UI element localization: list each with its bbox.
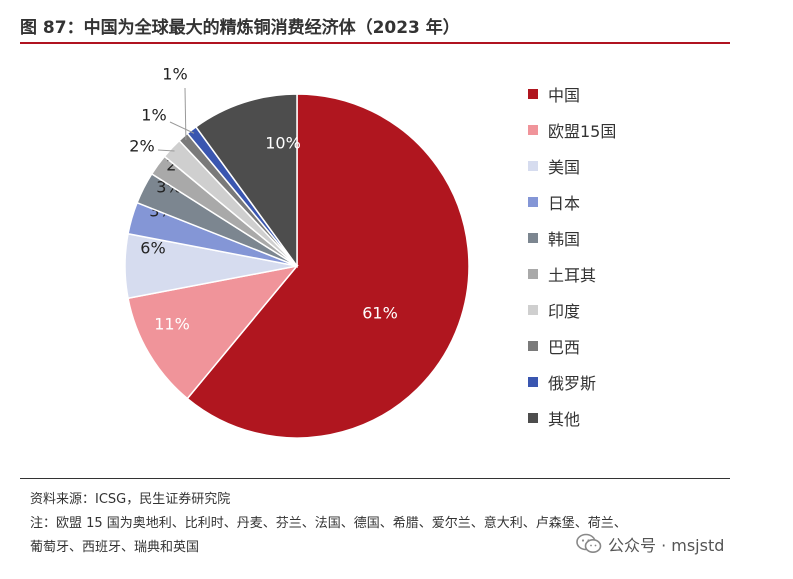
legend-label: 韩国 <box>548 230 581 249</box>
legend-label: 中国 <box>548 86 581 105</box>
pie-slice-欧盟15国 <box>127 264 299 400</box>
pie-slice-中国 <box>186 93 470 439</box>
legend-swatch <box>528 341 538 351</box>
legend-swatch <box>528 377 538 387</box>
data-label-其他: 10% <box>265 134 301 153</box>
legend-label: 印度 <box>548 302 581 321</box>
data-label-俄罗斯: 1% <box>141 106 166 125</box>
data-label-巴西: 1% <box>162 65 187 84</box>
legend-item-其他: 其他 <box>528 407 580 429</box>
legend-label: 其他 <box>548 410 581 429</box>
legend-label: 欧盟15国 <box>548 122 617 141</box>
note-line-2: 葡萄牙、西班牙、瑞典和英国 <box>30 540 200 555</box>
legend-swatch <box>528 233 538 243</box>
data-label-印度: 2% <box>129 137 154 156</box>
chart-title: 图 87：中国为全球最大的精炼铜消费经济体（2023 年） <box>20 18 460 38</box>
legend-item-韩国: 韩国 <box>528 227 580 249</box>
data-label-中国: 61% <box>362 304 398 323</box>
leader-line-巴西 <box>184 87 187 140</box>
legend-swatch <box>528 269 538 279</box>
legend-swatch <box>528 413 538 423</box>
legend-swatch <box>528 305 538 315</box>
legend-item-日本: 日本 <box>528 191 580 213</box>
footer-divider <box>20 478 730 479</box>
legend-swatch <box>528 89 538 99</box>
watermark: 公众号 · msjstd <box>576 532 724 556</box>
chart-title-bar: 图 87：中国为全球最大的精炼铜消费经济体（2023 年） <box>20 10 730 44</box>
legend-swatch <box>528 161 538 171</box>
legend-label: 日本 <box>548 194 581 213</box>
legend-item-美国: 美国 <box>528 155 580 177</box>
pie-slice-其他 <box>194 93 298 269</box>
wechat-icon <box>576 533 602 553</box>
note-line-1: 注：欧盟 15 国为奥地利、比利时、丹麦、芬兰、法国、德国、希腊、爱尔兰、意大利… <box>30 516 627 531</box>
leader-line-印度 <box>157 149 175 152</box>
legend-item-欧盟15国: 欧盟15国 <box>528 119 616 141</box>
source-text: 资料来源：ICSG，民生证券研究院 <box>30 492 231 507</box>
legend-swatch <box>528 125 538 135</box>
legend-swatch <box>528 197 538 207</box>
legend-item-俄罗斯: 俄罗斯 <box>528 371 596 393</box>
legend-label: 巴西 <box>548 338 581 357</box>
legend-item-印度: 印度 <box>528 299 580 321</box>
legend-item-中国: 中国 <box>528 83 580 105</box>
watermark-text: 公众号 · msjstd <box>608 536 725 555</box>
data-label-美国: 6% <box>140 239 165 258</box>
legend-label: 美国 <box>548 158 581 177</box>
legend-label: 土耳其 <box>548 266 597 285</box>
legend-item-土耳其: 土耳其 <box>528 263 596 285</box>
leader-line-俄罗斯 <box>169 121 195 134</box>
data-label-欧盟15国: 11% <box>154 315 190 334</box>
legend-label: 俄罗斯 <box>548 374 597 393</box>
legend-item-巴西: 巴西 <box>528 335 580 357</box>
